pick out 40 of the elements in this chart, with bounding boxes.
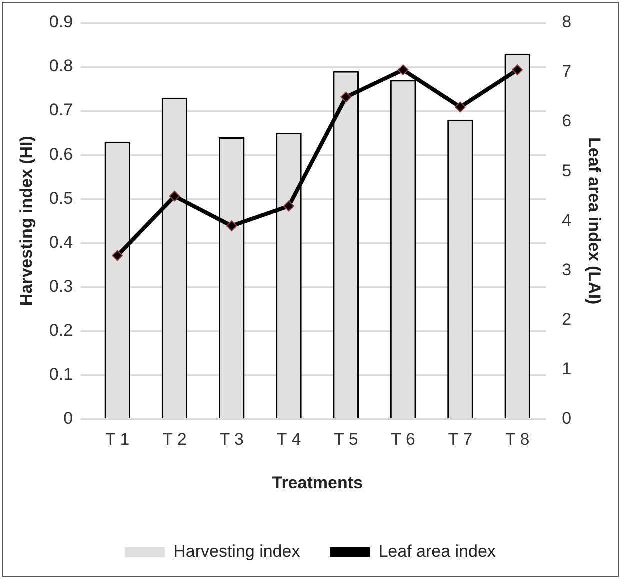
- x-tick-label: T 6: [391, 430, 416, 450]
- point: [112, 250, 124, 262]
- legend-label: Leaf area index: [378, 542, 496, 562]
- y2-tick-label: 7: [562, 62, 572, 82]
- x-tick-label: T 8: [505, 430, 530, 450]
- y-tick-label: 0.9: [49, 12, 74, 32]
- x-tick-label: T 7: [448, 430, 473, 450]
- y2-tick-label: 6: [562, 112, 572, 131]
- y-tick-label: 0.7: [49, 100, 74, 120]
- y-tick-label: 0.4: [49, 232, 74, 252]
- y-axis-title: Harvesting index (HI): [16, 136, 36, 306]
- y2-axis-title: Leaf area index (LAI): [585, 137, 604, 305]
- y2-tick-label: 8: [562, 12, 572, 32]
- point: [340, 92, 352, 103]
- y-tick-label: 0.2: [49, 320, 74, 340]
- y2-tick-label: 1: [562, 359, 572, 378]
- x-tick-label: T 5: [334, 430, 358, 450]
- y-tick-label: 0.8: [49, 56, 74, 76]
- point: [226, 220, 238, 232]
- x-tick-label: T 1: [105, 430, 130, 450]
- y2-tick-label: 2: [562, 310, 572, 329]
- y2-tick-label: 4: [562, 210, 572, 230]
- point: [284, 200, 295, 212]
- point: [398, 64, 409, 76]
- y2-tick-label: 3: [562, 260, 572, 280]
- x-tick-label: T 4: [276, 430, 302, 450]
- point: [454, 102, 466, 113]
- y2-tick-label: 0: [562, 408, 572, 428]
- point: [169, 190, 180, 202]
- point: [512, 64, 524, 76]
- y2-tick-label: 5: [562, 161, 572, 180]
- legend-label: Harvesting index: [174, 542, 301, 562]
- x-tick-label: T 3: [220, 430, 244, 450]
- y-tick-label: 0: [64, 408, 74, 428]
- y-tick-label: 0.6: [49, 144, 74, 164]
- y-tick-label: 0.1: [49, 364, 74, 384]
- y-tick-label: 0.5: [49, 188, 74, 208]
- x-tick-label: T 2: [162, 430, 187, 450]
- x-axis-title: Treatments: [272, 473, 363, 492]
- y-tick-label: 0.3: [49, 276, 74, 296]
